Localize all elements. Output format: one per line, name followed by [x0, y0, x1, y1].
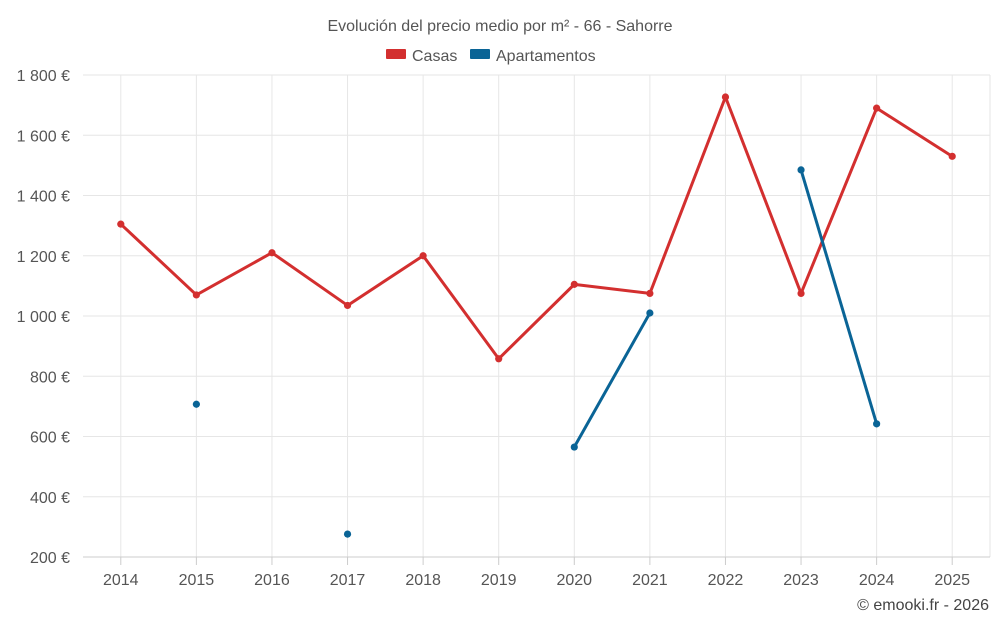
series-casas	[117, 93, 956, 363]
data-point-casas[interactable]	[343, 301, 352, 310]
x-tick-label: 2025	[934, 572, 970, 589]
y-tick-label: 200 €	[30, 550, 70, 567]
axes: 200 € 400 € 600 € 800 € 1 000 € 1 200 € 1 400 …	[17, 68, 990, 589]
x-tick-label: 2024	[859, 572, 895, 589]
y-tick-label: 400 €	[30, 490, 70, 507]
series-line-apartamentos	[799, 168, 879, 426]
y-tick-label: 1 000 €	[17, 309, 70, 326]
x-tick-label: 2019	[481, 572, 517, 589]
x-tick-label: 2023	[783, 572, 819, 589]
x-tick-label: 2016	[254, 572, 290, 589]
x-tick-label: 2021	[632, 572, 668, 589]
data-point-apartamentos[interactable]	[343, 530, 352, 538]
data-point-apartamentos[interactable]	[570, 443, 578, 451]
grid	[83, 74, 991, 557]
data-point-casas[interactable]	[873, 104, 881, 112]
legend-label-casas: Casas	[412, 48, 457, 65]
x-tick-label: 2022	[708, 572, 744, 589]
y-tick-label: 1 800 €	[17, 68, 70, 85]
legend-label-apartamentos: Apartamentos	[496, 48, 596, 65]
data-point-casas[interactable]	[570, 280, 578, 288]
data-point-casas[interactable]	[117, 220, 125, 228]
legend-swatch-apartamentos	[470, 49, 490, 59]
x-tick-label: 2017	[330, 572, 366, 589]
y-tick-label: 1 200 €	[17, 249, 70, 266]
x-tick-label: 2015	[179, 572, 215, 589]
data-point-casas[interactable]	[948, 152, 956, 160]
data-point-casas[interactable]	[192, 291, 200, 299]
data-point-apartamentos[interactable]	[873, 420, 881, 428]
y-tick-label: 600 €	[30, 430, 70, 447]
x-tick-label: 2014	[103, 572, 139, 589]
series-line-apartamentos	[572, 311, 652, 449]
y-tick-label: 1 600 €	[17, 128, 70, 145]
plot-area	[117, 93, 956, 538]
x-tick-label: 2018	[405, 572, 441, 589]
data-point-casas[interactable]	[419, 252, 427, 260]
legend-swatch-casas	[386, 49, 406, 59]
legend: Casas Apartamentos	[386, 48, 596, 65]
data-point-casas[interactable]	[268, 249, 276, 257]
series-line-casas	[119, 95, 954, 361]
y-tick-label: 800 €	[30, 369, 70, 386]
data-point-casas[interactable]	[721, 93, 730, 101]
y-tick-label: 1 400 €	[17, 189, 70, 206]
credit-text: © emooki.fr - 2026	[857, 597, 989, 614]
series-apartamentos	[192, 166, 881, 538]
legend-item-casas[interactable]: Casas	[386, 48, 457, 65]
data-point-casas[interactable]	[797, 289, 805, 298]
data-point-apartamentos[interactable]	[797, 166, 805, 174]
data-point-casas[interactable]	[646, 289, 654, 298]
data-point-apartamentos[interactable]	[646, 309, 654, 317]
data-point-apartamentos[interactable]	[192, 400, 200, 408]
legend-item-apartamentos[interactable]: Apartamentos	[470, 48, 596, 65]
data-point-casas[interactable]	[495, 355, 503, 363]
x-tick-label: 2020	[556, 572, 592, 589]
chart-title: Evolución del precio medio por m² - 66 -…	[327, 18, 672, 35]
